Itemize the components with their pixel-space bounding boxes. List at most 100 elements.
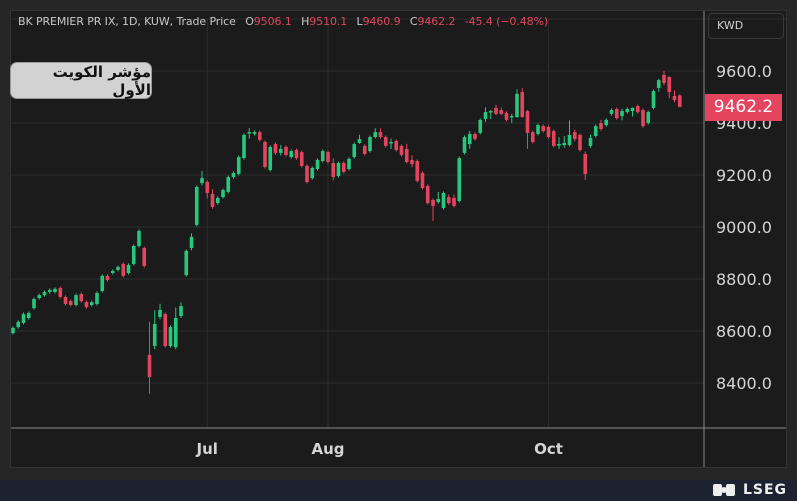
candle-body bbox=[357, 139, 362, 144]
candle-up bbox=[42, 290, 47, 297]
candle-up bbox=[557, 137, 561, 149]
candle-body bbox=[95, 293, 99, 304]
y-tick-label: 9000.0 bbox=[716, 218, 772, 237]
candle-down bbox=[404, 143, 409, 164]
candle-up bbox=[47, 288, 52, 294]
candle-body bbox=[425, 185, 430, 204]
candle-up bbox=[179, 302, 183, 318]
brand-logo: LSEG bbox=[711, 482, 787, 498]
candle-up bbox=[483, 107, 488, 122]
candle-up bbox=[53, 287, 57, 294]
candle-up bbox=[536, 123, 540, 136]
candle-up bbox=[389, 138, 393, 149]
candle-down bbox=[284, 145, 288, 157]
candle-down bbox=[378, 128, 383, 139]
candle-body bbox=[620, 111, 624, 116]
candle-down bbox=[599, 119, 603, 131]
index-name-label: مؤشر الكويت الأول bbox=[10, 62, 152, 99]
candle-body bbox=[446, 197, 451, 204]
candle-up bbox=[236, 155, 241, 176]
candle-up bbox=[252, 130, 257, 136]
candle-down bbox=[205, 180, 210, 199]
candle-body bbox=[42, 292, 47, 296]
candle-up bbox=[74, 293, 78, 307]
candle-body bbox=[110, 270, 115, 274]
candle-down bbox=[305, 164, 309, 184]
candle-down bbox=[446, 194, 451, 205]
candle-down bbox=[494, 104, 498, 116]
candle-up bbox=[336, 161, 341, 178]
candle-down bbox=[210, 189, 215, 209]
candle-up bbox=[200, 171, 204, 186]
candle-body bbox=[152, 323, 157, 347]
candle-body bbox=[121, 263, 126, 276]
candle-down bbox=[63, 295, 68, 306]
candle-up bbox=[646, 110, 651, 125]
candle-body bbox=[310, 167, 315, 179]
candle-down bbox=[530, 130, 535, 144]
candle-up bbox=[441, 191, 446, 210]
candle-down bbox=[394, 139, 399, 152]
candle-up bbox=[567, 120, 572, 147]
candle-body bbox=[583, 153, 588, 174]
candle-body bbox=[11, 327, 15, 334]
candle-body bbox=[63, 296, 68, 304]
candle-body bbox=[32, 299, 36, 309]
close-label: C bbox=[409, 15, 418, 28]
candle-body bbox=[457, 158, 462, 201]
candle-body bbox=[462, 137, 467, 153]
candle-body bbox=[415, 160, 420, 181]
open-label: O bbox=[245, 15, 254, 28]
candle-down bbox=[331, 158, 336, 181]
candle-body bbox=[47, 289, 52, 292]
candle-body bbox=[126, 264, 131, 274]
candle-body bbox=[320, 151, 325, 161]
candle-body bbox=[89, 302, 94, 305]
candle-down bbox=[142, 246, 147, 268]
candle-body bbox=[557, 144, 561, 146]
candle-body bbox=[194, 186, 199, 225]
candle-down bbox=[431, 198, 435, 222]
candle-up bbox=[21, 312, 26, 325]
candle-body bbox=[641, 110, 645, 127]
candlestick-chart[interactable]: 8400.08600.08800.09000.09200.09400.09600… bbox=[0, 0, 797, 480]
currency-button[interactable]: KWD bbox=[708, 13, 784, 39]
y-tick-label: 9200.0 bbox=[716, 166, 772, 185]
candle-up bbox=[320, 149, 325, 163]
candle-up bbox=[126, 263, 131, 275]
candle-up bbox=[26, 311, 31, 320]
candle-up bbox=[231, 171, 236, 179]
y-tick-label: 8400.0 bbox=[716, 374, 772, 393]
candle-body bbox=[74, 295, 78, 305]
candle-body bbox=[404, 149, 409, 162]
candle-body bbox=[368, 137, 372, 152]
candle-body bbox=[184, 250, 189, 276]
candle-body bbox=[68, 301, 73, 305]
candle-up bbox=[184, 249, 189, 277]
candle-up bbox=[226, 175, 231, 194]
last-price-label: 9462.2 bbox=[705, 94, 782, 121]
candle-body bbox=[504, 113, 509, 120]
candle-body bbox=[467, 133, 472, 145]
candle-body bbox=[21, 314, 26, 323]
candle-body bbox=[378, 132, 383, 138]
candle-down bbox=[452, 194, 456, 208]
candle-body bbox=[236, 157, 241, 174]
x-tick-label: Oct bbox=[534, 440, 563, 458]
grid-lines bbox=[11, 18, 786, 428]
candle-body bbox=[625, 108, 630, 113]
candle-body bbox=[441, 192, 446, 209]
candle-up bbox=[110, 269, 115, 275]
candle-body bbox=[473, 133, 477, 140]
candle-body bbox=[284, 146, 288, 155]
candle-body bbox=[226, 177, 231, 192]
low-label: L bbox=[356, 15, 363, 28]
candle-body bbox=[299, 152, 304, 166]
candle-body bbox=[179, 306, 183, 316]
candle-body bbox=[389, 141, 393, 144]
candle-down bbox=[677, 94, 682, 108]
candle-up bbox=[247, 128, 252, 139]
candle-body bbox=[215, 197, 220, 204]
candle-up bbox=[436, 191, 441, 204]
candle-down bbox=[572, 129, 577, 142]
